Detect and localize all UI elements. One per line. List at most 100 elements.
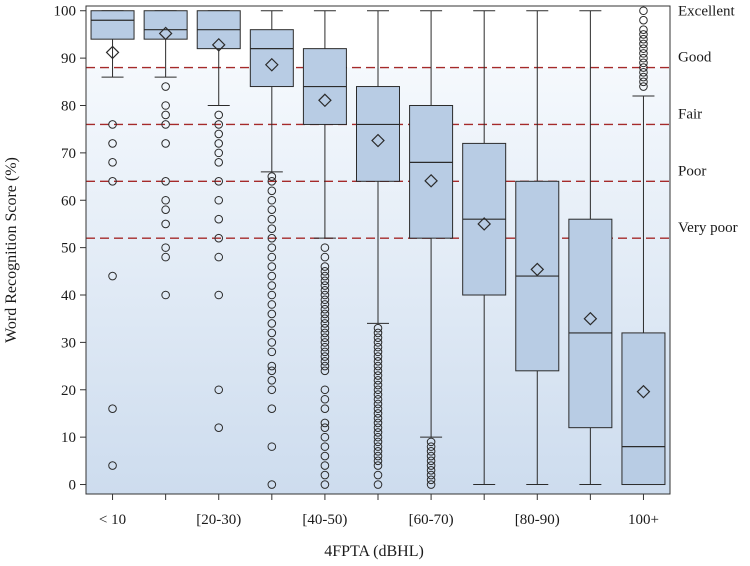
outlier-point [373, 385, 383, 395]
outlier-point [267, 328, 277, 338]
outlier-point [639, 58, 648, 68]
outlier-point [267, 442, 277, 451]
interquartile-box [90, 10, 135, 40]
outlier-point [426, 475, 436, 485]
outlier-point [373, 366, 383, 376]
outlier-point [373, 442, 383, 451]
outlier-point [267, 205, 277, 215]
outlier-point [373, 409, 383, 418]
x-axis-title: 4FPTA (dBHL) [324, 543, 424, 560]
y-tick-label: 100 [54, 4, 77, 20]
outlier-point [320, 338, 330, 347]
outlier-point [320, 271, 330, 281]
outlier-point [639, 53, 648, 63]
outlier-point [161, 252, 170, 262]
outlier-point [161, 290, 170, 300]
outlier-point [320, 423, 330, 432]
outlier-point [320, 442, 330, 451]
outlier-point [373, 413, 383, 423]
outlier-point [320, 309, 330, 319]
outlier-point [267, 177, 277, 186]
x-tick-label: 100+ [628, 512, 659, 528]
mean-marker [371, 133, 385, 148]
outlier-point [639, 15, 648, 25]
outlier-point [373, 480, 383, 489]
outlier-point [161, 82, 170, 91]
outlier-point [320, 404, 330, 414]
outlier-point [267, 224, 277, 233]
outlier-point [373, 342, 383, 352]
outlier-point [267, 290, 277, 300]
outlier-point [373, 357, 383, 366]
outlier-point [161, 219, 170, 229]
y-axis-title: Word Recognition Score (%) [3, 157, 20, 343]
outlier-point [639, 25, 648, 34]
outlier-point [373, 333, 383, 342]
mean-marker [636, 384, 651, 399]
y-tick-label: 0 [69, 478, 77, 494]
outlier-point [108, 271, 117, 281]
outlier-point [108, 404, 117, 414]
outlier-point [426, 480, 436, 489]
outlier-point [426, 451, 436, 461]
outlier-point [639, 30, 648, 39]
outlier-point [320, 470, 330, 480]
outlier-point [639, 6, 648, 16]
outlier-point [426, 447, 436, 456]
box-series [90, 6, 666, 489]
mean-marker [264, 57, 279, 72]
outlier-point [267, 404, 277, 414]
y-tick-label: 40 [61, 288, 76, 304]
outlier-point [373, 404, 383, 414]
outlier-point [267, 195, 277, 205]
outlier-point [214, 195, 224, 205]
band-label-poor: Poor [678, 163, 706, 179]
mean-marker [105, 45, 120, 60]
outlier-point [214, 120, 224, 129]
band-label-excellent: Excellent [678, 4, 735, 20]
outlier-point [639, 63, 648, 72]
outlier-point [161, 139, 170, 148]
outlier-point [108, 177, 117, 186]
outlier-point [426, 456, 436, 466]
outlier-point [320, 262, 330, 271]
x-tick-label: [80-90) [515, 512, 560, 528]
outlier-point [214, 290, 224, 300]
y-tick-label: 70 [61, 146, 76, 162]
outlier-point [373, 328, 383, 338]
outlier-point [161, 195, 170, 205]
mean-marker [583, 311, 598, 326]
outlier-point [108, 158, 117, 167]
box-1 [143, 10, 188, 300]
outlier-point [320, 342, 330, 352]
outlier-point [267, 214, 277, 224]
outlier-point [320, 357, 330, 366]
outlier-point [320, 451, 330, 461]
outlier-point [214, 110, 224, 120]
outlier-point [267, 233, 277, 243]
outlier-point [320, 352, 330, 361]
outlier-point [214, 214, 224, 224]
interquartile-box [143, 10, 188, 40]
outlier-point [426, 461, 436, 470]
outlier-point [320, 300, 330, 309]
outlier-point [320, 281, 330, 290]
outlier-point [267, 281, 277, 290]
y-tick-label: 50 [61, 241, 76, 257]
outlier-point [320, 314, 330, 323]
outlier-point [267, 338, 277, 347]
band-label-good: Good [678, 50, 712, 66]
outlier-point [373, 432, 383, 442]
outlier-point [320, 461, 330, 470]
outlier-point [161, 101, 170, 110]
outlier-point [373, 352, 383, 361]
outlier-point [320, 276, 330, 286]
x-tick-label: [20-30) [196, 512, 241, 528]
y-tick-label: 90 [61, 51, 76, 67]
interquartile-box [409, 104, 454, 239]
outlier-point [639, 49, 648, 58]
outlier-point [320, 304, 330, 314]
outlier-point [320, 347, 330, 357]
outlier-point [320, 366, 330, 376]
outlier-point [373, 375, 383, 385]
